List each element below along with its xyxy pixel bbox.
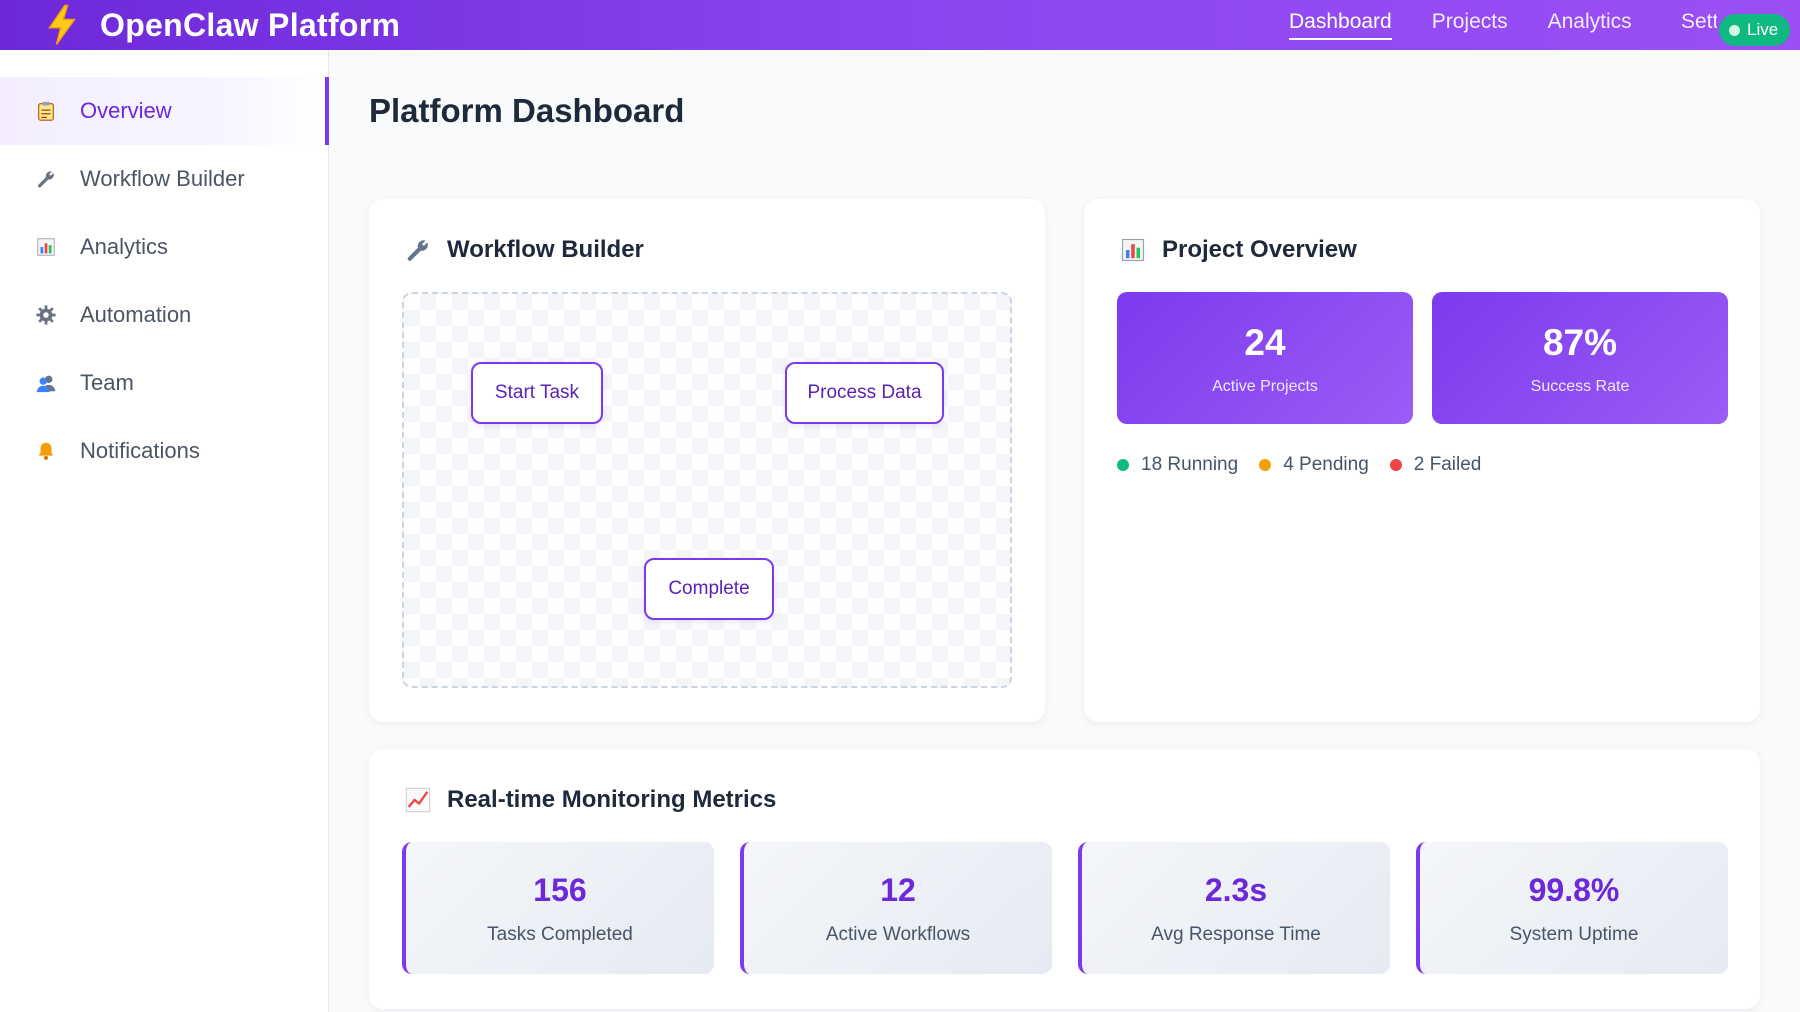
status-failed: 2 Failed — [1389, 454, 1482, 476]
status-summary: 18 Running 4 Pending 2 Failed — [1117, 454, 1502, 476]
metric-label: System Uptime — [1509, 924, 1639, 945]
project-overview-card: Project Overview 24 Active Projects 87% … — [1084, 199, 1760, 722]
sidebar-item-label: Team — [80, 370, 134, 395]
metric-tasks-completed[interactable]: 156 Tasks Completed — [402, 842, 714, 974]
status-label: 2 Failed — [1413, 454, 1482, 475]
card-title-label: Real-time Monitoring Metrics — [447, 786, 777, 813]
stat-label: Success Rate — [1530, 378, 1630, 395]
wrench-icon — [403, 235, 433, 265]
app-title: OpenClaw Platform — [100, 6, 401, 43]
bar-chart-icon — [1118, 235, 1148, 265]
sidebar-item-label: Notifications — [80, 438, 200, 463]
metric-label: Avg Response Time — [1151, 924, 1321, 945]
clipboard-icon — [34, 99, 58, 123]
monitoring-metrics-card: Real-time Monitoring Metrics 156 Tasks C… — [369, 749, 1760, 1009]
metric-label: Active Workflows — [825, 924, 971, 945]
card-title-label: Workflow Builder — [447, 236, 644, 263]
sidebar-item-label: Workflow Builder — [80, 166, 245, 191]
workflow-builder-card: Workflow Builder Start Task Process Data… — [369, 199, 1045, 722]
stat-value: 87% — [1542, 322, 1618, 363]
sidebar-item-label: Overview — [80, 98, 172, 123]
trending-up-chart-icon — [403, 785, 433, 815]
metric-active-workflows[interactable]: 12 Active Workflows — [740, 842, 1052, 974]
metric-value: 156 — [533, 872, 587, 908]
workflow-node-start-task[interactable]: Start Task — [471, 362, 603, 424]
metric-value: 2.3s — [1204, 872, 1268, 908]
metric-value: 99.8% — [1528, 872, 1620, 908]
live-dot-icon — [1729, 24, 1740, 36]
top-nav: Dashboard Projects Analytics — [1289, 0, 1672, 50]
metric-label: Tasks Completed — [487, 924, 633, 945]
sidebar-item-team[interactable]: Team — [0, 349, 329, 417]
page-title: Platform Dashboard — [369, 92, 685, 129]
metric-system-uptime[interactable]: 99.8% System Uptime — [1416, 842, 1728, 974]
status-label: 4 Pending — [1283, 454, 1369, 475]
sidebar-item-label: Automation — [80, 302, 192, 327]
sidebar-item-automation[interactable]: Automation — [0, 281, 329, 349]
stat-value: 24 — [1244, 322, 1286, 363]
nav-projects[interactable]: Projects — [1431, 10, 1508, 33]
nav-analytics[interactable]: Analytics — [1547, 10, 1632, 33]
sidebar-item-analytics[interactable]: Analytics — [0, 213, 329, 281]
gear-icon — [34, 303, 58, 327]
stat-success-rate[interactable]: 87% Success Rate — [1432, 292, 1728, 424]
workflow-node-complete[interactable]: Complete — [644, 558, 774, 620]
stat-label: Active Projects — [1212, 378, 1318, 395]
status-running: 18 Running — [1117, 454, 1238, 476]
orange-dot-icon — [1259, 459, 1272, 471]
brand[interactable]: OpenClaw Platform — [42, 2, 400, 48]
nav-dashboard[interactable]: Dashboard — [1289, 10, 1392, 40]
top-header: OpenClaw Platform Dashboard Projects Ana… — [0, 0, 1800, 50]
metric-value: 12 — [880, 872, 916, 908]
stat-active-projects[interactable]: 24 Active Projects — [1117, 292, 1413, 424]
status-pending: 4 Pending — [1259, 454, 1369, 476]
nav-settings[interactable]: Setti — [1681, 0, 1717, 50]
sidebar-item-notifications[interactable]: Notifications — [0, 417, 329, 485]
bell-icon — [34, 439, 58, 463]
workflow-node-process-data[interactable]: Process Data — [785, 362, 944, 424]
sidebar: Overview Workflow Builder Analytics Auto… — [0, 50, 329, 1012]
sidebar-item-label: Analytics — [80, 234, 169, 259]
wrench-icon — [34, 167, 58, 191]
card-title-label: Project Overview — [1162, 236, 1357, 263]
metric-avg-response-time[interactable]: 2.3s Avg Response Time — [1078, 842, 1390, 974]
green-dot-icon — [1117, 459, 1129, 471]
sidebar-item-workflow-builder[interactable]: Workflow Builder — [0, 145, 329, 213]
nav-settings-label: Setti — [1681, 10, 1717, 33]
red-dot-icon — [1389, 459, 1402, 471]
workflow-canvas[interactable]: Start Task Process Data Complete — [402, 292, 1012, 688]
lightning-bolt-icon — [42, 2, 82, 48]
live-badge-label: Live — [1747, 20, 1779, 39]
sidebar-item-overview[interactable]: Overview — [0, 77, 329, 145]
status-label: 18 Running — [1141, 454, 1239, 475]
card-title: Project Overview — [1118, 235, 1357, 265]
live-status-badge: Live — [1719, 14, 1791, 46]
card-title: Workflow Builder — [403, 235, 644, 265]
users-icon — [34, 371, 58, 395]
card-title: Real-time Monitoring Metrics — [403, 785, 776, 815]
bar-chart-icon — [34, 235, 58, 259]
